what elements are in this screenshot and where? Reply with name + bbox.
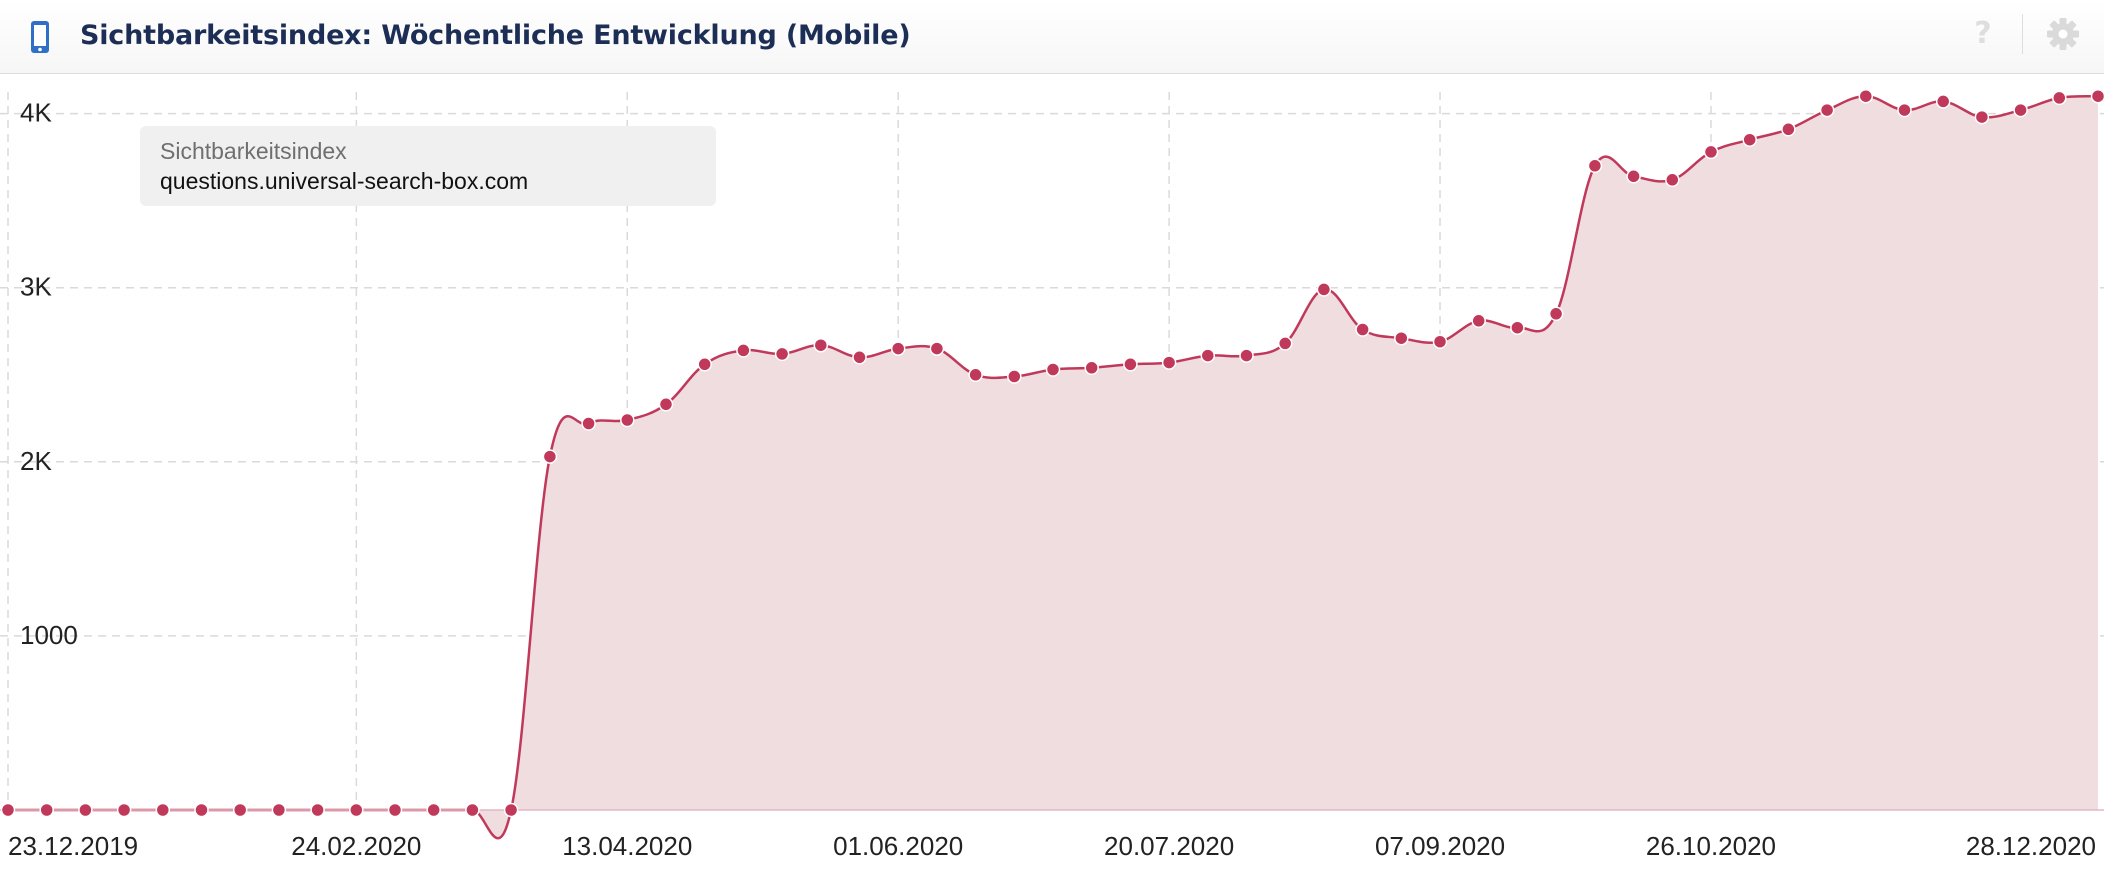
- data-point: [1432, 334, 1448, 349]
- x-tick-label: 23.12.2019: [8, 831, 138, 861]
- data-point: [116, 802, 132, 818]
- x-tick-label: 07.09.2020: [1375, 831, 1505, 861]
- data-point: [890, 341, 906, 356]
- data-point: [2052, 90, 2067, 106]
- data-point: [1703, 144, 1719, 160]
- data-point: [1239, 348, 1254, 363]
- y-tick-label: 3K: [20, 272, 52, 302]
- data-point: [1548, 306, 1564, 322]
- data-point: [155, 802, 171, 818]
- data-point: [1626, 169, 1641, 184]
- data-point: [465, 802, 480, 818]
- data-point: [581, 416, 596, 431]
- data-point: [774, 346, 790, 362]
- data-point: [1742, 132, 1757, 147]
- data-point: [1084, 360, 1099, 376]
- visibility-area-chart: 1000 2K 3K 4K 23.12.2019 24.02.2020 13.04.2020…: [0, 88, 2104, 861]
- x-tick-label: 28.12.2020: [1966, 831, 2096, 861]
- x-tick-label: 01.06.2020: [833, 831, 963, 861]
- header-divider: [2022, 14, 2023, 54]
- data-point: [1819, 102, 1835, 118]
- legend-domain: questions.universal-search-box.com: [160, 168, 529, 194]
- data-point: [387, 802, 403, 818]
- data-point: [1316, 282, 1332, 297]
- data-point: [1858, 88, 1874, 104]
- data-point: [1665, 172, 1680, 188]
- y-tick-label: 1000: [20, 620, 78, 650]
- data-point: [503, 802, 519, 818]
- smartphone-icon: [31, 21, 49, 53]
- data-point: [78, 802, 93, 818]
- data-point: [658, 397, 674, 412]
- data-point: [736, 343, 751, 358]
- question-icon[interactable]: ?: [1974, 16, 1992, 51]
- data-point: [1007, 369, 1022, 384]
- data-point: [852, 350, 867, 365]
- x-tick-label: 26.10.2020: [1646, 831, 1776, 861]
- y-tick-label: 2K: [20, 446, 52, 476]
- data-point: [1974, 109, 1990, 125]
- panel-header: Sichtbarkeitsindex: Wöchentliche Entwick…: [0, 0, 2104, 74]
- y-tick-label: 4K: [20, 98, 52, 128]
- data-point: [349, 802, 364, 818]
- data-point: [1510, 320, 1525, 335]
- data-point: [1471, 313, 1486, 329]
- data-point: [1161, 355, 1177, 370]
- data-point: [1587, 158, 1603, 174]
- legend-series-label: Sichtbarkeitsindex: [160, 138, 347, 164]
- data-point: [271, 802, 287, 818]
- data-point: [426, 802, 441, 818]
- data-point: [1394, 330, 1409, 346]
- data-point: [2013, 102, 2028, 118]
- chart-legend: Sichtbarkeitsindex questions.universal-s…: [140, 126, 716, 206]
- data-point: [1935, 94, 1951, 109]
- data-point: [813, 337, 829, 353]
- x-tick-label: 13.04.2020: [562, 831, 692, 861]
- data-point: [1123, 357, 1138, 372]
- data-point: [968, 367, 983, 383]
- page-title: Sichtbarkeitsindex: Wöchentliche Entwick…: [80, 20, 911, 51]
- data-point: [310, 802, 325, 818]
- data-point: [0, 802, 16, 818]
- data-point: [1045, 362, 1061, 377]
- data-point: [39, 802, 54, 818]
- data-point: [542, 449, 558, 464]
- data-point: [929, 341, 945, 356]
- data-point: [1355, 322, 1370, 337]
- data-point: [620, 412, 635, 428]
- data-point: [194, 802, 209, 818]
- x-tick-label: 24.02.2020: [291, 831, 421, 861]
- series-area: [8, 96, 2098, 839]
- data-point: [1277, 336, 1293, 351]
- data-point: [2090, 88, 2104, 104]
- data-point: [1200, 348, 1216, 363]
- data-point: [1897, 102, 1912, 118]
- x-tick-label: 20.07.2020: [1104, 831, 1234, 861]
- data-point: [1781, 122, 1796, 137]
- gear-icon[interactable]: [2046, 17, 2080, 51]
- data-point: [232, 802, 248, 818]
- data-point: [697, 357, 712, 372]
